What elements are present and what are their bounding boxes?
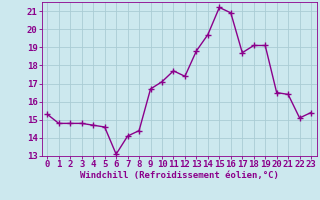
X-axis label: Windchill (Refroidissement éolien,°C): Windchill (Refroidissement éolien,°C) xyxy=(80,171,279,180)
